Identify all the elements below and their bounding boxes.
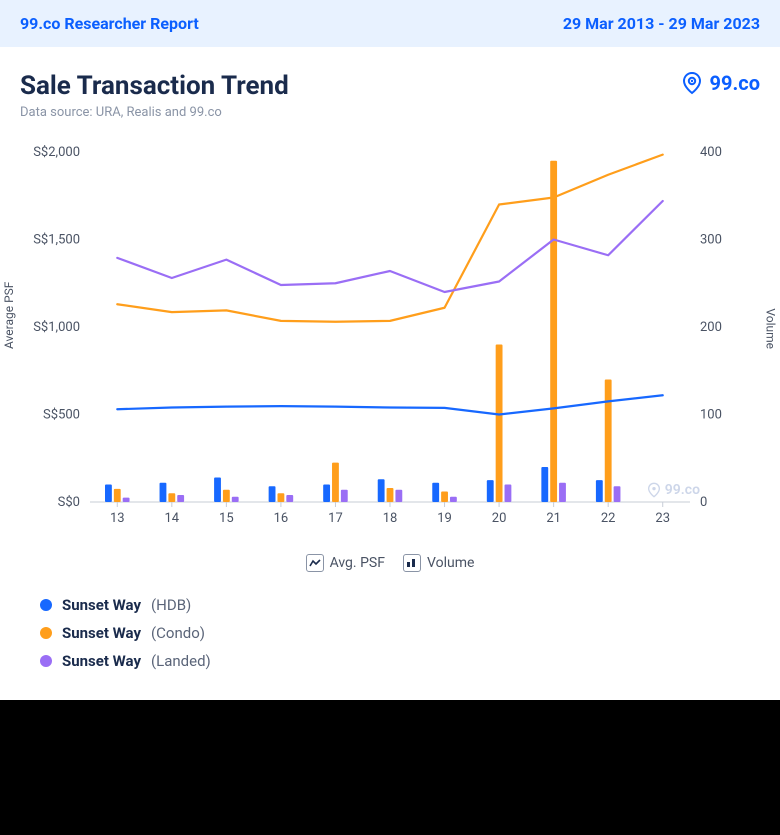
legend-item[interactable]: Sunset Way (HDB) bbox=[40, 596, 740, 614]
svg-text:S$1,500: S$1,500 bbox=[33, 233, 80, 248]
svg-text:400: 400 bbox=[700, 145, 722, 160]
toggle-avg-psf[interactable]: Avg. PSF bbox=[306, 554, 385, 572]
report-title: 99.co Researcher Report bbox=[20, 14, 199, 33]
svg-text:23: 23 bbox=[655, 511, 670, 526]
svg-text:20: 20 bbox=[492, 511, 507, 526]
svg-text:13: 13 bbox=[110, 511, 125, 526]
svg-text:S$2,000: S$2,000 bbox=[33, 145, 80, 160]
brand-logo: 99.co bbox=[680, 71, 760, 95]
legend-type: (Condo) bbox=[151, 624, 205, 642]
brand-name: 99.co bbox=[710, 71, 760, 95]
svg-text:S$1,000: S$1,000 bbox=[33, 320, 80, 335]
line-icon bbox=[306, 554, 324, 572]
svg-text:22: 22 bbox=[601, 511, 616, 526]
legend-item[interactable]: Sunset Way (Condo) bbox=[40, 624, 740, 642]
svg-text:200: 200 bbox=[700, 320, 722, 335]
legend-type: (Landed) bbox=[151, 652, 211, 670]
bar-icon bbox=[403, 554, 421, 572]
map-pin-icon bbox=[646, 482, 662, 498]
svg-text:S$0: S$0 bbox=[58, 495, 80, 510]
map-pin-icon bbox=[680, 71, 704, 95]
svg-text:21: 21 bbox=[546, 511, 561, 526]
date-range: 29 Mar 2013 - 29 Mar 2023 bbox=[563, 14, 760, 33]
svg-text:S$500: S$500 bbox=[43, 408, 80, 423]
svg-text:0: 0 bbox=[700, 495, 707, 510]
legend-item[interactable]: Sunset Way (Landed) bbox=[40, 652, 740, 670]
legend-dot bbox=[40, 627, 52, 639]
svg-text:17: 17 bbox=[328, 511, 343, 526]
yaxis-left-label: Average PSF bbox=[2, 282, 16, 349]
legend-type: (HDB) bbox=[151, 596, 191, 614]
title-row: Sale Transaction Trend Data source: URA,… bbox=[0, 47, 780, 126]
series-legend: Sunset Way(HDB)Sunset Way(Condo)Sunset W… bbox=[0, 572, 780, 700]
legend-name: Sunset Way bbox=[62, 596, 141, 614]
legend-name: Sunset Way bbox=[62, 624, 141, 642]
svg-text:16: 16 bbox=[274, 511, 289, 526]
legend-name: Sunset Way bbox=[62, 652, 141, 670]
toggle-volume[interactable]: Volume bbox=[403, 554, 474, 572]
yaxis-right-label: Volume bbox=[764, 308, 778, 349]
legend-dot bbox=[40, 655, 52, 667]
page-title: Sale Transaction Trend bbox=[20, 71, 289, 101]
chart-area: Average PSF Volume S$0S$500S$1,000S$1,50… bbox=[20, 142, 760, 542]
footer-black-region bbox=[0, 700, 780, 835]
svg-text:18: 18 bbox=[383, 511, 398, 526]
page-subtitle: Data source: URA, Realis and 99.co bbox=[20, 105, 289, 120]
chart-toggle-legend: Avg. PSF Volume bbox=[0, 554, 780, 572]
header-bar: 99.co Researcher Report 29 Mar 2013 - 29… bbox=[0, 0, 780, 47]
svg-text:300: 300 bbox=[700, 233, 722, 248]
svg-text:15: 15 bbox=[219, 511, 234, 526]
legend-dot bbox=[40, 599, 52, 611]
watermark: 99.co bbox=[646, 482, 700, 498]
svg-text:19: 19 bbox=[437, 511, 452, 526]
svg-text:100: 100 bbox=[700, 408, 722, 423]
svg-text:14: 14 bbox=[165, 511, 180, 526]
